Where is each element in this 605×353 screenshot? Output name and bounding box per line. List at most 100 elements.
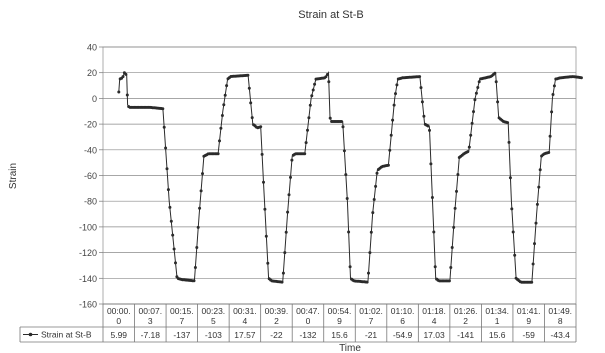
data-point: [313, 82, 317, 86]
data-point: [192, 279, 196, 283]
data-point: [474, 91, 478, 95]
data-point: [469, 133, 473, 137]
legend-label: Strain at St-B: [41, 330, 92, 340]
x-tick-label: 01:26.: [454, 306, 478, 316]
data-point: [455, 189, 458, 193]
data-point: [470, 121, 474, 125]
y-tick-label: 40: [87, 43, 97, 53]
data-point: [510, 207, 514, 211]
data-point: [368, 251, 372, 255]
data-point: [477, 80, 481, 84]
x-tick-label: 2: [463, 316, 468, 326]
data-point: [325, 73, 329, 76]
data-point: [341, 125, 345, 129]
data-point: [201, 172, 204, 176]
data-point: [547, 151, 551, 154]
y-tick-label: -60: [84, 171, 97, 181]
data-point: [419, 86, 423, 90]
data-table: 00:00.05.9900:07.3-7.1800:15.7-13700:23.…: [19, 303, 577, 343]
data-point: [548, 134, 552, 138]
data-point: [450, 246, 454, 249]
data-point: [506, 121, 510, 125]
x-tick-label: 01:10.: [391, 306, 415, 316]
data-point: [117, 90, 121, 94]
data-point: [395, 83, 399, 87]
data-point: [453, 206, 457, 210]
data-point: [340, 120, 343, 123]
data-point: [195, 246, 199, 249]
x-tick-label: 4: [432, 316, 437, 326]
data-point: [496, 100, 500, 104]
data-point: [290, 158, 294, 162]
y-tick-label: -40: [84, 145, 97, 155]
data-point: [551, 93, 555, 96]
table-value: 5.99: [110, 330, 127, 340]
y-tick-label: -160: [79, 300, 97, 310]
data-point: [161, 107, 165, 111]
data-point: [324, 75, 328, 79]
data-point: [472, 110, 475, 114]
data-point: [344, 173, 348, 177]
data-point: [533, 242, 536, 246]
data-point: [422, 114, 426, 118]
data-point: [247, 86, 251, 90]
data-point: [306, 128, 309, 132]
data-point: [196, 225, 200, 229]
data-point: [494, 80, 498, 84]
x-tick-label: 8: [558, 316, 563, 326]
data-point: [534, 221, 538, 225]
x-tick-label: 00:54.: [328, 306, 352, 316]
data-point: [280, 280, 284, 284]
data-point: [388, 148, 392, 152]
data-point: [467, 145, 471, 149]
data-point: [476, 86, 480, 89]
x-tick-label: 00:00.: [107, 306, 131, 316]
data-point: [303, 152, 307, 156]
data-point: [386, 163, 390, 167]
data-point: [537, 185, 541, 189]
x-tick-label: 01:41.: [517, 306, 541, 316]
data-point: [225, 84, 229, 88]
y-axis-ticks: 40 20 0 -20 -40 -60 -80 -100 -120 -140 -160: [79, 43, 103, 310]
data-point: [287, 193, 291, 197]
data-point: [246, 73, 250, 77]
data-point: [308, 103, 312, 107]
data-point: [348, 265, 352, 269]
data-point: [345, 197, 349, 200]
data-point: [307, 116, 311, 120]
x-tick-label: 01:49.: [548, 306, 572, 316]
data-point: [311, 88, 315, 92]
data-point: [172, 247, 176, 251]
data-point: [342, 149, 346, 153]
data-point: [289, 175, 292, 179]
data-point: [125, 93, 129, 97]
data-point: [508, 176, 512, 180]
data-point: [169, 219, 173, 223]
data-point: [283, 251, 287, 255]
x-tick-label: 9: [526, 316, 531, 326]
data-point: [121, 75, 125, 79]
x-tick-label: 2: [274, 316, 279, 326]
table-value: 15.6: [489, 330, 506, 340]
data-point: [223, 93, 227, 97]
table-value: -137: [173, 330, 190, 340]
data-point: [426, 124, 430, 128]
y-tick-label: -80: [84, 197, 97, 207]
table-value: -21: [365, 330, 378, 340]
data-point: [328, 116, 332, 120]
x-tick-label: 4: [243, 316, 248, 326]
data-point: [449, 266, 453, 269]
data-point: [281, 271, 285, 275]
x-tick-label: 00:39.: [265, 306, 289, 316]
x-tick-label: 7: [179, 316, 184, 326]
series-group: [117, 71, 583, 284]
table-value: -132: [299, 330, 316, 340]
data-point: [375, 171, 379, 175]
data-point: [304, 141, 308, 145]
data-point: [266, 261, 270, 265]
table-value: 17.57: [234, 330, 256, 340]
data-point: [513, 253, 517, 257]
data-point: [174, 261, 177, 265]
table-value: -43.4: [551, 330, 571, 340]
y-tick-label: 20: [87, 68, 97, 78]
